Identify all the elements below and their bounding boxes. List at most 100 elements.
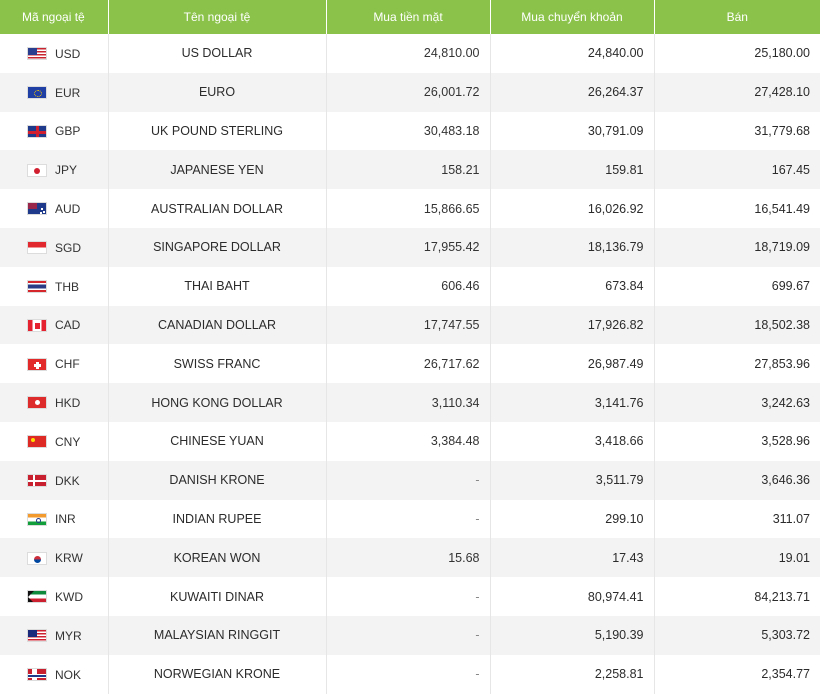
transfer-buy-rate: 26,987.49: [490, 344, 655, 384]
table-row: AUD AUSTRALIAN DOLLAR 15,866.65 16,026.92 16…: [0, 189, 820, 228]
table-header: Mã ngoại tệ Tên ngoại tệ Mua tiền mặt Mu…: [0, 0, 820, 34]
currency-code: AUD: [55, 201, 81, 216]
currency-name: JAPANESE YEN: [108, 150, 327, 190]
currency-name: CHINESE YUAN: [108, 421, 327, 461]
currency-code-cell: SGD: [0, 227, 109, 267]
currency-code-cell: DKK: [0, 460, 109, 500]
in-flag-icon: [27, 512, 47, 526]
currency-code-cell: GBP: [0, 111, 109, 151]
cash-buy-rate: 3,384.48: [326, 421, 491, 461]
currency-code-cell: KWD: [0, 577, 109, 616]
sell-rate: 16,541.49: [754, 201, 810, 216]
transfer-buy-rate: 18,136.79: [490, 227, 655, 267]
currency-code: EUR: [55, 85, 81, 100]
table-row: CAD CANADIAN DOLLAR 17,747.55 17,926.82 18,5…: [0, 305, 820, 345]
au-flag-icon: [27, 202, 47, 216]
transfer-buy-rate: 673.84: [490, 266, 655, 306]
currency-name: INDIAN RUPEE: [108, 499, 327, 539]
currency-code-cell: EUR: [0, 72, 109, 112]
sell-rate: 311.07: [772, 511, 810, 526]
sell-rate: 3,528.96: [761, 434, 810, 449]
currency-code: DKK: [55, 473, 80, 488]
cash-buy-rate: 24,810.00: [326, 34, 491, 73]
currency-code-cell: CNY: [0, 421, 109, 461]
transfer-buy-rate: 24,840.00: [490, 34, 655, 73]
currency-name: THAI BAHT: [108, 266, 327, 306]
table-row: CHF SWISS FRANC 26,717.62 26,987.49 27,853.9…: [0, 344, 820, 384]
currency-code-cell: KRW: [0, 538, 109, 578]
table-body: USD US DOLLAR 24,810.00 24,840.00 25,180.00 E…: [0, 34, 820, 694]
currency-name: SINGAPORE DOLLAR: [108, 227, 327, 267]
cash-buy-rate: -: [326, 577, 491, 616]
table-row: THB THAI BAHT 606.46 673.84 699.67: [0, 266, 820, 306]
currency-code-cell: USD: [0, 34, 109, 73]
no-flag-icon: [27, 668, 47, 681]
cash-buy-rate: 15,866.65: [326, 189, 491, 228]
table-row: HKD HONG KONG DOLLAR 3,110.34 3,141.76 3,242…: [0, 383, 820, 422]
currency-code: HKD: [55, 395, 81, 410]
table-row: EUR EURO 26,001.72 26,264.37 27,428.10: [0, 72, 820, 112]
currency-code: KRW: [55, 551, 83, 566]
currency-name: CANADIAN DOLLAR: [108, 305, 327, 345]
currency-code-cell: MYR: [0, 615, 109, 655]
table-row: DKK DANISH KRONE -3,511.79 3,646.36: [0, 460, 820, 500]
dk-flag-icon: [27, 474, 47, 488]
us-flag-icon: [27, 47, 47, 61]
currency-code: THB: [55, 279, 79, 294]
my-flag-icon: [27, 629, 47, 643]
sell-rate: 25,180.00: [754, 46, 810, 61]
sell-rate: 84,213.71: [754, 589, 810, 604]
currency-code: CNY: [55, 434, 81, 449]
sell-rate: 3,646.36: [761, 473, 810, 488]
sell-rate: 167.45: [771, 162, 810, 177]
transfer-buy-rate: 80,974.41: [490, 577, 655, 616]
currency-name: UK POUND STERLING: [108, 111, 327, 151]
header-code: Mã ngoại tệ: [0, 0, 109, 34]
sell-rate: 3,242.63: [761, 395, 810, 410]
currency-code-cell: THB: [0, 266, 109, 306]
currency-name: HONG KONG DOLLAR: [108, 383, 327, 422]
sell-rate: 2,354.77: [761, 667, 810, 682]
currency-name: US DOLLAR: [108, 34, 327, 73]
currency-code: NOK: [55, 667, 82, 682]
sell-rate: 699.67: [771, 279, 810, 294]
cash-buy-rate: 26,717.62: [326, 344, 491, 384]
cash-buy-rate: 30,483.18: [326, 111, 491, 151]
currency-name: NORWEGIAN KRONE: [108, 654, 327, 694]
sell-rate: 27,428.10: [754, 85, 810, 100]
hk-flag-icon: [27, 396, 47, 410]
cash-buy-rate: 26,001.72: [326, 72, 491, 112]
uk-flag-icon: [27, 124, 47, 138]
table-row: GBP UK POUND STERLING 30,483.18 30,791.09 31…: [0, 111, 820, 151]
currency-code-cell: AUD: [0, 189, 109, 228]
table-row: MYR MALAYSIAN RINGGIT -5,190.39 5,303.72: [0, 615, 820, 655]
transfer-buy-rate: 3,511.79: [490, 460, 655, 500]
kw-flag-icon: [27, 590, 47, 604]
header-transfer-buy: Mua chuyển khoản: [490, 0, 655, 34]
sell-rate: 19.01: [778, 550, 810, 565]
cash-buy-rate: -: [326, 654, 491, 694]
table-row: INR INDIAN RUPEE -299.10 311.07: [0, 499, 820, 539]
ch-flag-icon: [27, 357, 47, 371]
currency-code-cell: HKD: [0, 383, 109, 422]
table-row: NOK NORWEGIAN KRONE -2,258.81 2,354.77: [0, 654, 820, 694]
header-name: Tên ngoại tệ: [108, 0, 327, 34]
transfer-buy-rate: 299.10: [490, 499, 655, 539]
transfer-buy-rate: 3,418.66: [490, 421, 655, 461]
eu-flag-icon: [27, 86, 47, 100]
table-row: KRW KOREAN WON 15.68 17.43 19.01: [0, 538, 820, 578]
table-row: JPY JAPANESE YEN 158.21 159.81 167.45: [0, 150, 820, 190]
jp-flag-icon: [27, 163, 47, 177]
currency-name: DANISH KRONE: [108, 460, 327, 500]
currency-code-cell: INR: [0, 499, 109, 539]
cash-buy-rate: 606.46: [326, 266, 491, 306]
ca-flag-icon: [27, 318, 47, 332]
currency-code-cell: JPY: [0, 150, 109, 190]
currency-code: USD: [55, 46, 81, 61]
table-row: KWD KUWAITI DINAR -80,974.41 84,213.71: [0, 577, 820, 616]
cash-buy-rate: 3,110.34: [326, 383, 491, 422]
currency-code: SGD: [55, 240, 82, 255]
transfer-buy-rate: 5,190.39: [490, 615, 655, 655]
table-row: SGD SINGAPORE DOLLAR 17,955.42 18,136.79 18,…: [0, 227, 820, 267]
kr-flag-icon: [27, 551, 47, 565]
